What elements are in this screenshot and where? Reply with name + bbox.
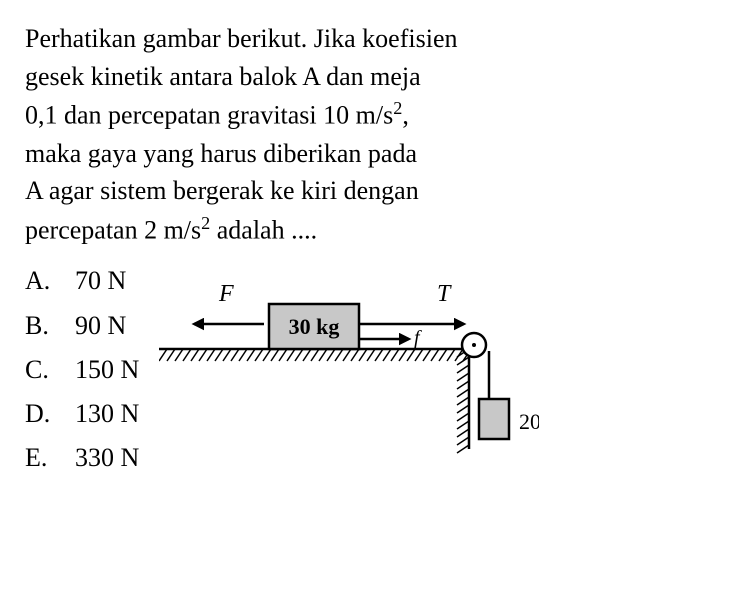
choice-value: 130 N [75, 392, 139, 436]
choice-letter: D. [25, 392, 75, 436]
q-line6-exp: 2 [201, 213, 210, 233]
choice-letter: C. [25, 348, 75, 392]
svg-text:F: F [218, 281, 234, 307]
choice-letter: E. [25, 436, 75, 480]
choice-letter: A. [25, 259, 75, 303]
choice-e: E. 330 N [25, 436, 139, 480]
choice-value: 90 N [75, 304, 126, 348]
q-line3-end: , [402, 101, 409, 130]
q-line1: Perhatikan gambar berikut. Jika koefisie… [25, 24, 457, 53]
q-line3-exp: 2 [393, 98, 402, 118]
q-line4: maka gaya yang harus diberikan pada [25, 139, 417, 168]
q-line5: A agar sistem bergerak ke kiri dengan [25, 176, 419, 205]
choice-value: 330 N [75, 436, 139, 480]
q-line3: 0,1 dan percepatan gravitasi 10 m/s [25, 101, 393, 130]
choice-c: C. 150 N [25, 348, 139, 392]
diagram-svg: F Tf 30 kg 20 kg [159, 269, 539, 489]
q-line2: gesek kinetik antara balok A dan meja [25, 62, 421, 91]
svg-text:30 kg: 30 kg [289, 314, 340, 339]
physics-diagram: F Tf 30 kg 20 kg [159, 269, 539, 489]
choice-a: A. 70 N [25, 259, 139, 303]
choices-list: A. 70 N B. 90 N C. 150 N D. 130 N E. 330… [25, 259, 159, 480]
choice-b: B. 90 N [25, 304, 139, 348]
choice-value: 150 N [75, 348, 139, 392]
choice-value: 70 N [75, 259, 126, 303]
svg-text:20 kg: 20 kg [519, 409, 539, 434]
svg-text:T: T [437, 281, 452, 307]
q-line6-end: adalah .... [210, 216, 317, 245]
question-text: Perhatikan gambar berikut. Jika koefisie… [25, 20, 730, 249]
choice-letter: B. [25, 304, 75, 348]
q-line6: percepatan 2 m/s [25, 216, 201, 245]
svg-text:f: f [414, 327, 422, 349]
choice-d: D. 130 N [25, 392, 139, 436]
